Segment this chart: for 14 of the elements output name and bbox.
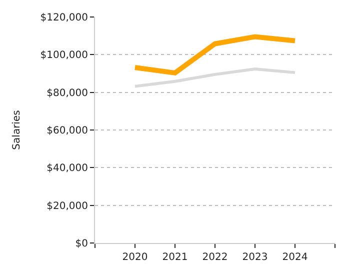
y-tick-label: $20,000 bbox=[46, 200, 88, 212]
y-tick-label: $40,000 bbox=[46, 163, 88, 174]
x-tick-label: 2023 bbox=[242, 252, 268, 263]
y-tick-label: $100,000 bbox=[40, 50, 88, 62]
x-tick-label: 2020 bbox=[122, 252, 148, 263]
x-tick-label: 2024 bbox=[282, 252, 308, 263]
y-tick-label: $80,000 bbox=[46, 88, 88, 99]
line-series bbox=[134, 67, 296, 88]
x-tick-label: 2022 bbox=[202, 252, 228, 263]
x-tick-label: 2021 bbox=[162, 252, 188, 263]
y-axis-title: Salaries bbox=[11, 110, 22, 150]
y-tick-label: $120,000 bbox=[40, 12, 88, 24]
y-tick-label: $0 bbox=[75, 238, 88, 250]
y-tick-label: $60,000 bbox=[46, 126, 88, 136]
